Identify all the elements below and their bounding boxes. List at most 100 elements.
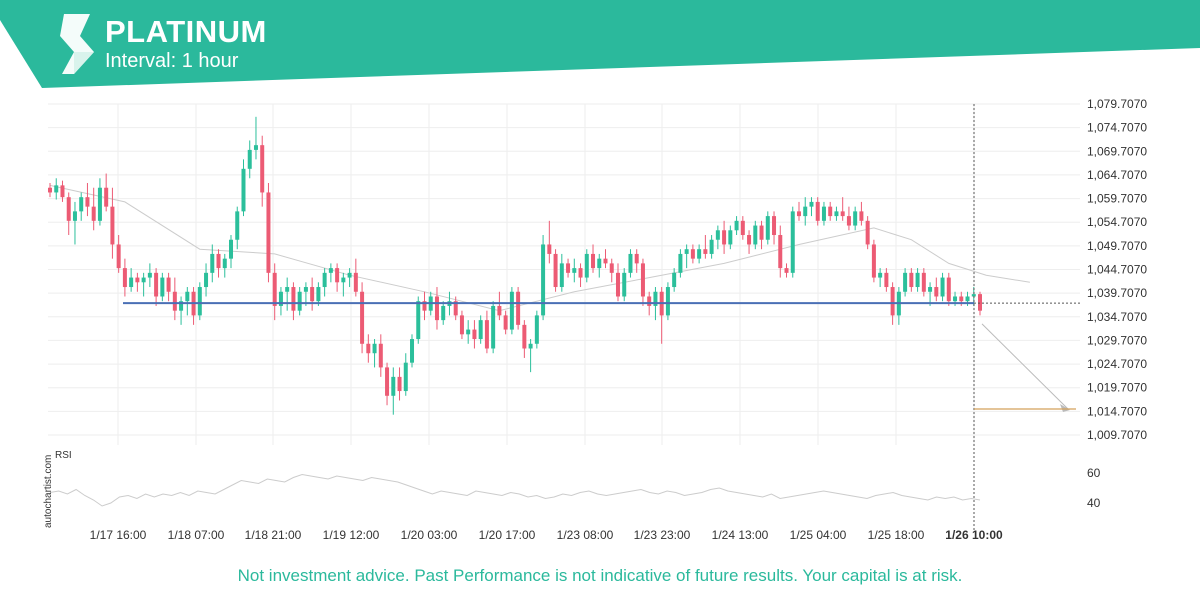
candle-body — [478, 320, 483, 340]
candle-body — [728, 230, 733, 245]
candle-body — [909, 272, 914, 288]
rsi-tick-label: 40 — [1087, 496, 1101, 510]
candle-body — [821, 206, 826, 221]
candle-body — [484, 320, 489, 349]
candle-body — [216, 253, 221, 269]
rsi-line — [49, 473, 981, 507]
price-tick-label: 1,069.7070 — [1087, 144, 1147, 158]
interval-label: Interval: 1 hour — [105, 50, 239, 72]
candle-body — [278, 291, 283, 306]
time-tick-label: 1/18 21:00 — [245, 528, 302, 542]
price-tick-label: 1,064.7070 — [1087, 168, 1147, 182]
price-axis: 1,079.7070 1,074.7070 1,069.7070 1,064.7070… — [1087, 97, 1147, 442]
candle-body — [491, 305, 496, 349]
time-tick-label: 1/23 08:00 — [557, 528, 614, 542]
candle-body — [946, 277, 951, 302]
disclaimer-text: Not investment advice. Past Performance … — [237, 566, 963, 585]
time-tick-label: 1/20 03:00 — [401, 528, 458, 542]
candle-body — [578, 268, 583, 278]
candle-body — [665, 287, 670, 316]
candle-body — [653, 291, 658, 306]
candle-body — [185, 291, 190, 302]
candle-body — [335, 268, 340, 283]
candle-body — [260, 145, 265, 193]
candle-body — [778, 235, 783, 269]
candle-body — [853, 211, 858, 226]
price-tick-label: 1,009.7070 — [1087, 428, 1147, 442]
candles — [48, 116, 982, 415]
candle-body — [179, 301, 184, 311]
candle-body — [466, 329, 471, 335]
candle-body — [135, 277, 140, 283]
candle-body — [878, 272, 883, 278]
candle-body — [697, 249, 702, 259]
autochartist-logo-icon — [60, 14, 94, 74]
candle-body — [541, 244, 546, 316]
candle-body — [129, 277, 134, 288]
instrument-title: PLATINUM — [105, 14, 267, 49]
candle-body — [497, 305, 502, 316]
current-time-label: 1/26 10:00 — [945, 528, 1003, 542]
candle-body — [291, 287, 296, 311]
candle-body — [928, 287, 933, 292]
time-tick-label: 1/23 23:00 — [634, 528, 691, 542]
candle-body — [166, 277, 171, 292]
price-tick-label: 1,044.7070 — [1087, 263, 1147, 277]
candle-body — [72, 211, 77, 221]
price-tick-label: 1,039.7070 — [1087, 286, 1147, 300]
candle-body — [890, 287, 895, 316]
time-tick-label: 1/19 12:00 — [323, 528, 380, 542]
candle-body — [378, 343, 383, 368]
candle-body — [391, 376, 396, 396]
candle-body — [360, 291, 365, 344]
candle-body — [703, 249, 708, 254]
candle-body — [516, 291, 521, 325]
candle-body — [197, 287, 202, 316]
candle-body — [110, 206, 115, 245]
candle-body — [210, 253, 215, 273]
candle-body — [753, 225, 758, 245]
candle-body — [547, 244, 552, 254]
time-tick-label: 1/25 18:00 — [868, 528, 925, 542]
candle-body — [54, 185, 59, 193]
header-banner-shape — [0, 0, 1200, 88]
candle-body — [953, 296, 958, 302]
candle-body — [528, 343, 533, 349]
candle-body — [647, 296, 652, 306]
candle-body — [122, 268, 127, 288]
candle-body — [253, 145, 258, 150]
candle-body — [840, 211, 845, 217]
candle-body — [272, 272, 277, 306]
candle-body — [397, 376, 402, 392]
candle-body — [229, 239, 234, 259]
candle-body — [684, 249, 689, 254]
candle-body — [628, 253, 633, 273]
candle-body — [803, 206, 808, 217]
forecast-arrowhead — [1060, 404, 1070, 413]
price-tick-label: 1,024.7070 — [1087, 357, 1147, 371]
candle-body — [416, 301, 421, 340]
candle-body — [60, 185, 65, 198]
candle-body — [322, 272, 327, 288]
candle-body — [915, 272, 920, 288]
candle-body — [978, 294, 982, 311]
candle-body — [572, 268, 577, 273]
candle-body — [921, 272, 926, 292]
price-tick-label: 1,014.7070 — [1087, 404, 1147, 418]
candle-body — [859, 211, 864, 221]
candle-body — [285, 287, 290, 292]
candle-body — [566, 263, 571, 273]
candle-body — [434, 296, 439, 321]
candle-body — [790, 211, 795, 273]
candle-body — [303, 287, 308, 292]
rsi-panel: RSI 60 40 — [49, 450, 1101, 510]
candle-body — [690, 249, 695, 259]
candle-body — [422, 301, 427, 311]
candle-body — [341, 277, 346, 283]
rsi-label: RSI — [55, 450, 72, 461]
candle-body — [559, 263, 564, 288]
time-tick-label: 1/18 07:00 — [168, 528, 225, 542]
candle-body — [591, 253, 596, 269]
price-tick-label: 1,054.7070 — [1087, 215, 1147, 229]
candle-body — [441, 305, 446, 321]
